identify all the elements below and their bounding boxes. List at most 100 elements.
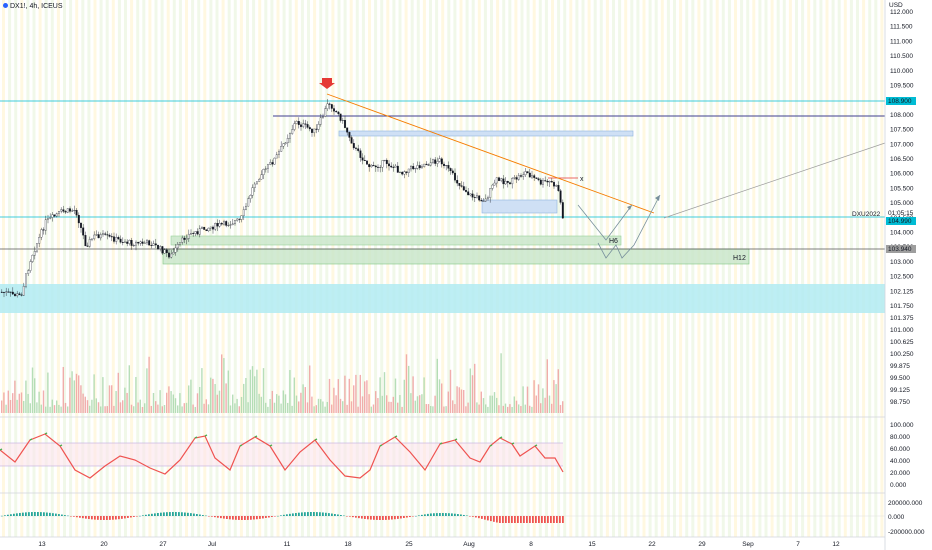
candle-body — [559, 190, 562, 203]
candle-body — [423, 163, 426, 167]
volume-bar — [559, 404, 562, 413]
volume-bar — [16, 399, 18, 413]
macd-bar — [28, 512, 30, 516]
stripe — [727, 0, 731, 537]
candle-body — [146, 240, 148, 244]
volume-bar — [225, 383, 227, 413]
volume-bar — [427, 404, 430, 413]
macd-bar — [43, 512, 45, 516]
volume-bar — [181, 406, 183, 413]
candle-body — [390, 165, 393, 168]
candle-body — [407, 168, 410, 173]
macd-bar — [466, 515, 468, 517]
stripe — [880, 0, 884, 537]
stripe — [325, 0, 329, 537]
volume-bar — [335, 395, 337, 413]
chart-header[interactable]: DX1!, 4h, ICEUS — [3, 3, 63, 10]
candle-body — [471, 193, 474, 198]
volume-bar — [333, 387, 335, 413]
price-axis[interactable]: 112.000 111.500 111.000 110.500 110.000 109.5… — [890, 9, 914, 406]
candle-body — [31, 254, 34, 262]
candle-body — [0, 291, 3, 293]
stripe — [239, 0, 243, 537]
price-tick: 100.250 — [890, 351, 914, 358]
volume-bar — [93, 374, 95, 413]
volume-bar — [313, 406, 315, 413]
candle-body — [231, 223, 234, 225]
macd-axis[interactable]: 200000.000 0.000 -200000.000 — [888, 500, 925, 536]
candle-body — [53, 214, 56, 217]
volume-bar — [64, 402, 67, 413]
candle-body — [245, 205, 247, 210]
macd-bar — [292, 513, 294, 516]
stripe — [538, 0, 542, 537]
volume-bar — [29, 403, 31, 413]
volume-bar — [152, 392, 155, 413]
volume-bar — [262, 368, 265, 413]
macd-bar — [199, 514, 201, 516]
macd-bar — [115, 516, 117, 520]
volume-bar — [507, 406, 509, 413]
volume-bar — [130, 404, 133, 413]
volume-bar — [405, 354, 408, 413]
stripe — [477, 0, 481, 537]
stripe — [465, 0, 469, 537]
time-tick: 18 — [344, 541, 352, 548]
macd-histogram[interactable] — [1, 512, 564, 523]
macd-bar — [400, 516, 402, 519]
volume-bar — [493, 392, 496, 413]
supply-box-top[interactable] — [338, 130, 634, 137]
volume-bar — [381, 395, 383, 413]
volume-bar — [251, 366, 254, 413]
candle-body — [410, 166, 412, 170]
candle-body — [91, 238, 93, 240]
time-axis[interactable]: 13 20 27 Jul 11 18 25 Aug 8 15 22 29 Sep 7 12 — [38, 541, 840, 548]
projection-line[interactable] — [663, 142, 886, 219]
stripe — [276, 0, 280, 537]
macd-bar — [448, 513, 450, 516]
candle-body — [304, 123, 307, 125]
oscillator-axis[interactable]: 100.000 80.000 60.000 40.000 20.000 0.000 — [890, 422, 914, 489]
candle-body — [379, 167, 382, 168]
candle-body — [102, 233, 104, 235]
macd-bar — [364, 516, 366, 519]
candle-body — [427, 164, 430, 166]
stripe — [746, 0, 750, 537]
projection-path-1[interactable] — [577, 204, 633, 241]
volume-bar — [243, 383, 245, 413]
candle-body — [425, 163, 428, 165]
volume-bar — [331, 404, 333, 413]
zone-box-h12[interactable] — [162, 248, 750, 265]
supply-box-mid[interactable] — [481, 199, 558, 214]
currency-label: USD — [889, 2, 903, 9]
candle-body — [196, 231, 199, 235]
candle-body — [302, 123, 305, 127]
candle-body — [394, 165, 397, 168]
oscillator-line[interactable] — [0, 432, 564, 479]
macd-bar — [259, 516, 261, 519]
candle-body — [392, 166, 395, 168]
zone-box-h6[interactable] — [170, 235, 622, 246]
candle-body — [130, 240, 133, 246]
volume-bar — [487, 406, 489, 413]
volume-bar — [218, 390, 221, 413]
stripe — [392, 0, 396, 537]
demand-zone-cyan[interactable] — [0, 284, 885, 313]
time-tick: 22 — [648, 541, 656, 548]
stripe — [246, 0, 249, 537]
stripe — [93, 0, 97, 537]
stripe — [435, 0, 439, 537]
volume-bar — [245, 377, 247, 413]
candle-body — [561, 202, 564, 219]
volume-bar — [443, 406, 445, 413]
trend-line[interactable] — [326, 93, 655, 214]
down-arrow-icon[interactable] — [319, 78, 335, 89]
volume-bar — [366, 380, 368, 413]
stripe — [551, 0, 554, 537]
time-tick: 27 — [159, 541, 167, 548]
stripe — [307, 0, 310, 537]
badge-top-line-bg — [886, 97, 916, 105]
projection-path-2[interactable] — [597, 194, 661, 259]
macd-bar — [334, 513, 336, 516]
